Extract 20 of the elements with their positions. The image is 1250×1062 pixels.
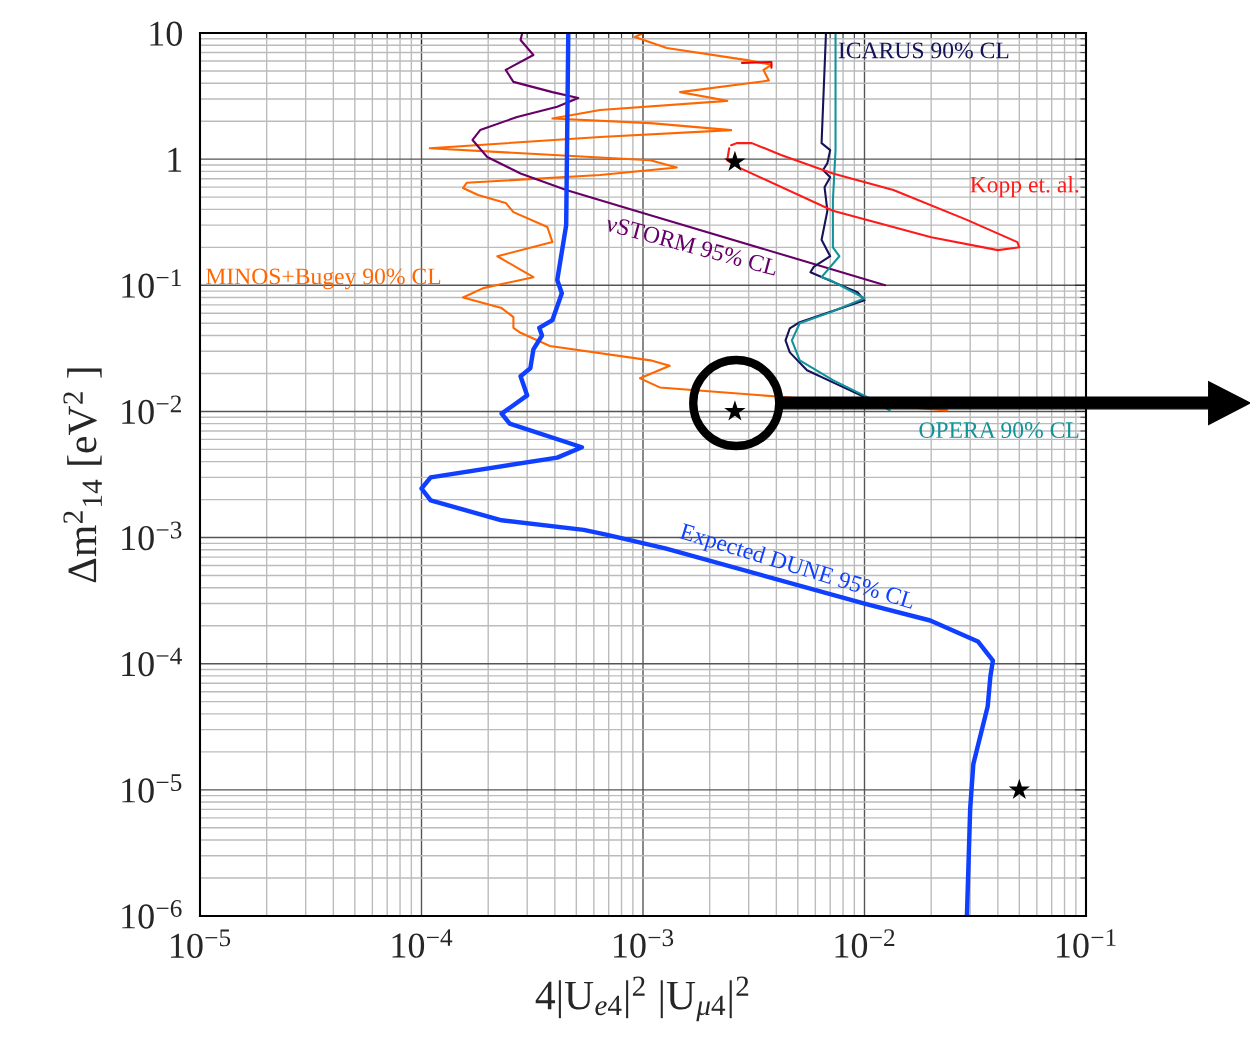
text: Expected DUNE 95% CL xyxy=(677,522,916,614)
series-label: Kopp et. al. xyxy=(970,175,1079,198)
x-tick-label: 10$^{−5}$ xyxy=(171,929,231,959)
series-label: ICARUS 90% CL xyxy=(838,42,1009,59)
series-label: OPERA 90% CL xyxy=(919,422,1079,439)
y-tick-label: 10$^{−6}$ xyxy=(122,899,182,929)
y-axis-title: Δm$^{2}$$_{14}$ [eV$^{2}$ ] xyxy=(63,368,102,583)
x-tick-label: 10$^{−4}$ xyxy=(392,929,453,958)
text: νSTORM 95% CL xyxy=(604,215,779,276)
y-tick-label: 10 xyxy=(150,21,182,46)
y-tick-label: 10$^{−4}$ xyxy=(122,647,182,677)
x-axis-title: 4|U$_{e4}$|$^{2}$ |U$_{μ4}$|$^{2}$ xyxy=(535,976,749,1022)
x-tick-label: 10$^{−1}$ xyxy=(1057,929,1116,958)
y-tick-label: 10$^{−2}$ xyxy=(122,395,181,425)
y-tick-label: 10$^{−3}$ xyxy=(122,521,182,551)
y-tick-label: 1 xyxy=(168,147,182,172)
y-tick-label: 10$^{−5}$ xyxy=(122,774,182,803)
x-tick-label: 10$^{−3}$ xyxy=(614,929,674,958)
y-tick-label: 10$^{−1}$ xyxy=(122,269,181,298)
x-tick-label: 10$^{−2}$ xyxy=(835,929,895,958)
